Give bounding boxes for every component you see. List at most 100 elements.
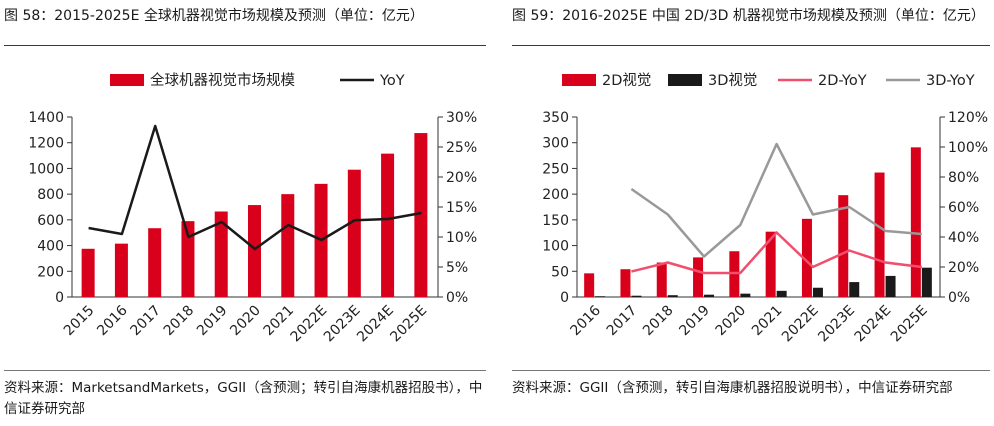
right-x-tick-label: 2018 bbox=[640, 303, 677, 340]
right-bar-b bbox=[849, 282, 860, 297]
right-bar-a bbox=[584, 273, 595, 297]
right-chart-title: 图 59：2016-2025E 中国 2D/3D 机器视觉市场规模及预测（单位：… bbox=[512, 8, 985, 24]
left-title-rule bbox=[4, 45, 486, 46]
right-bar-a bbox=[656, 262, 667, 297]
right-chart-panel: 图 59：2016-2025E 中国 2D/3D 机器视觉市场规模及预测（单位：… bbox=[508, 0, 994, 426]
left-y-tick-label: 1000 bbox=[28, 161, 64, 177]
right-bar-b bbox=[921, 267, 932, 297]
left-y-tick-label: 800 bbox=[37, 187, 64, 203]
left-x-tick-label: 2015 bbox=[61, 303, 98, 340]
left-y-tick-label: 400 bbox=[37, 239, 64, 255]
right-y2-tick-label: 40% bbox=[948, 230, 979, 246]
right-y-tick-label: 200 bbox=[542, 187, 569, 203]
left-chart-panel: 图 58：2015-2025E 全球机器视觉市场规模及预测（单位：亿元） 0 20… bbox=[0, 0, 490, 426]
right-bar-b bbox=[812, 287, 823, 297]
right-bar-a bbox=[801, 218, 812, 297]
left-chart-source: 资料来源：MarketsandMarkets，GGII（含预测；转引自海康机器招… bbox=[4, 380, 483, 417]
left-x-tick-label: 2020 bbox=[227, 303, 264, 340]
right-y2-tick-label: 20% bbox=[948, 260, 979, 276]
right-x-tick-label: 2019 bbox=[676, 303, 713, 340]
right-bar-a bbox=[765, 231, 776, 297]
left-y2-tick-label: 20% bbox=[446, 170, 477, 186]
right-y2-tick-label: 80% bbox=[948, 170, 979, 186]
right-bar-a bbox=[693, 257, 704, 297]
right-line-0 bbox=[631, 231, 922, 275]
right-bar-a bbox=[620, 269, 631, 297]
left-y2-tick-label: 10% bbox=[446, 230, 477, 246]
left-bar-a bbox=[181, 221, 195, 297]
left-bar-a bbox=[214, 211, 228, 297]
left-x-tick-label: 2023E bbox=[321, 303, 364, 346]
right-title-rule bbox=[512, 45, 990, 46]
left-x-tick-label: 2019 bbox=[194, 303, 231, 340]
left-y-tick-label: 1400 bbox=[28, 110, 64, 126]
left-line-0 bbox=[88, 124, 422, 251]
left-chart-svg: 0 200 400 600 800 1000 1200 1400 0% 5% 10% 15% 20% 25… bbox=[28, 71, 477, 346]
left-chart-title: 图 58：2015-2025E 全球机器视觉市场规模及预测（单位：亿元） bbox=[4, 8, 424, 24]
right-bar-b bbox=[704, 294, 715, 297]
right-chart-svg: 0 50 100 150 200 250 300 350 0% 20% 40% 60% 80% 100% 1… bbox=[542, 72, 988, 346]
right-legend-swatch bbox=[562, 74, 596, 86]
right-legend-label: 3D视觉 bbox=[708, 72, 757, 89]
right-chart-source: 资料来源：GGII（含预测，转引自海康机器招股说明书），中信证券研究部 bbox=[512, 380, 953, 396]
right-source-rule bbox=[512, 370, 990, 371]
left-y-tick-label: 200 bbox=[37, 264, 64, 280]
left-y-tick-label: 0 bbox=[55, 290, 64, 306]
right-y2-tick-label: 100% bbox=[948, 140, 988, 156]
left-bar-a bbox=[414, 133, 428, 297]
left-bar-a bbox=[347, 169, 361, 297]
right-y-tick-label: 50 bbox=[551, 264, 569, 280]
right-y-tick-label: 300 bbox=[542, 136, 569, 152]
right-bar-a bbox=[874, 172, 885, 297]
left-x-tick-label: 2018 bbox=[161, 303, 198, 340]
right-x-tick-label: 2023E bbox=[815, 303, 858, 346]
left-y2-tick-label: 5% bbox=[446, 260, 468, 276]
right-legend-label: 2D-YoY bbox=[818, 73, 867, 89]
right-legend-label: 3D-YoY bbox=[926, 73, 975, 89]
right-y-tick-label: 150 bbox=[542, 213, 569, 229]
right-x-tick-label: 2017 bbox=[604, 303, 641, 340]
right-bar-b bbox=[595, 296, 606, 297]
left-x-tick-label: 2022E bbox=[288, 303, 331, 346]
right-bar-b bbox=[631, 295, 642, 297]
right-y2-tick-label: 120% bbox=[948, 110, 988, 126]
right-bar-a bbox=[910, 147, 921, 297]
right-y-tick-label: 0 bbox=[560, 290, 569, 306]
left-legend-label: YoY bbox=[379, 73, 405, 89]
left-bar-a bbox=[248, 205, 261, 297]
left-legend-label: 全球机器视觉市场规模 bbox=[150, 71, 295, 89]
right-legend-label: 2D视觉 bbox=[602, 72, 651, 89]
left-y2-tick-label: 30% bbox=[446, 110, 477, 126]
right-line-1 bbox=[630, 142, 922, 258]
left-bar-a bbox=[81, 248, 95, 297]
left-bar-a bbox=[148, 228, 162, 297]
right-y-tick-label: 250 bbox=[542, 161, 569, 177]
right-bar-b bbox=[885, 275, 896, 297]
left-x-tick-label: 2016 bbox=[94, 302, 131, 339]
left-x-tick-label: 2024E bbox=[354, 303, 397, 346]
right-y-tick-label: 100 bbox=[542, 239, 569, 255]
left-y2-tick-label: 15% bbox=[446, 200, 477, 216]
left-x-tick-label: 2017 bbox=[127, 303, 164, 340]
right-bar-a bbox=[838, 195, 849, 297]
left-legend-swatch bbox=[110, 74, 144, 86]
right-y2-tick-label: 60% bbox=[948, 200, 979, 216]
left-x-tick-label: 2025E bbox=[387, 303, 430, 346]
left-bar-a bbox=[281, 194, 295, 297]
left-y-tick-label: 1200 bbox=[28, 136, 64, 152]
left-y2-tick-label: 25% bbox=[446, 140, 477, 156]
right-x-tick-label: 2025E bbox=[888, 303, 931, 346]
right-y2-tick-label: 0% bbox=[948, 290, 970, 306]
right-bar-b bbox=[740, 293, 751, 297]
left-bar-a bbox=[114, 243, 128, 297]
right-legend-swatch bbox=[668, 74, 702, 86]
left-source-rule bbox=[4, 370, 486, 371]
right-bar-b bbox=[667, 295, 678, 297]
right-x-tick-label: 2020 bbox=[713, 303, 750, 340]
right-x-tick-label: 2016 bbox=[567, 302, 604, 339]
left-y-tick-label: 600 bbox=[37, 213, 64, 229]
right-x-tick-label: 2024E bbox=[852, 303, 895, 346]
left-y2-tick-label: 0% bbox=[446, 290, 468, 306]
right-bar-b bbox=[776, 290, 787, 297]
right-x-tick-label: 2022E bbox=[779, 303, 822, 346]
